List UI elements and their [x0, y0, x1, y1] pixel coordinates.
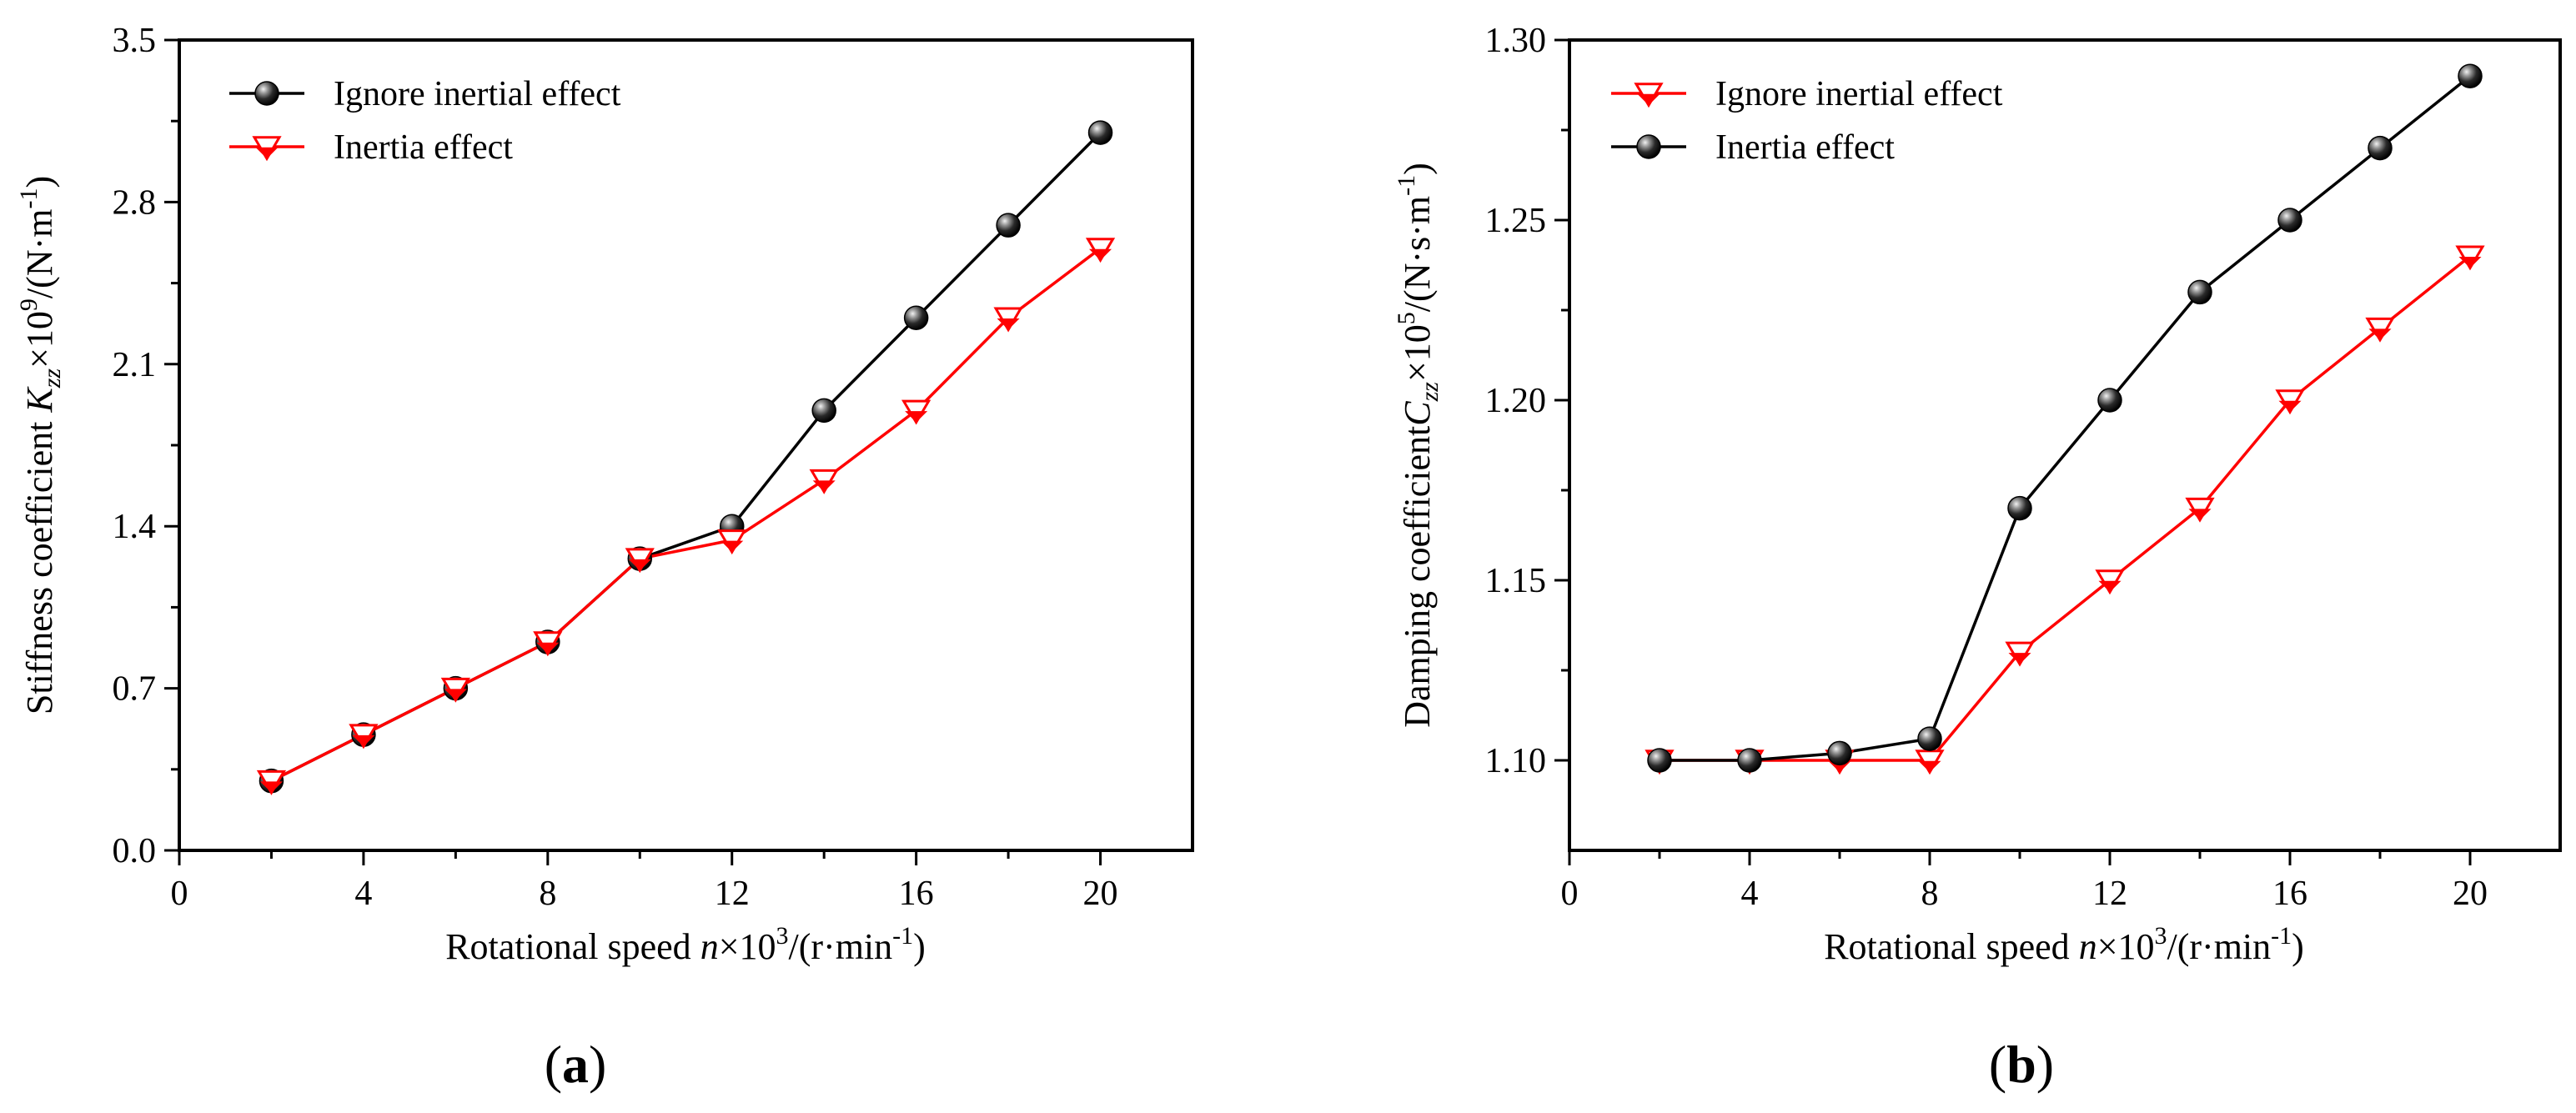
y-tick-label: 1.20 [1485, 382, 1547, 420]
plot-frame [1568, 38, 2562, 852]
legend-marker [1636, 134, 1661, 159]
y-tick-label: 1.10 [1485, 742, 1547, 780]
data-point-black [2368, 135, 2393, 161]
x-tick-label: 16 [2272, 875, 2307, 913]
data-point-red-fill [812, 480, 836, 492]
x-tick-label: 0 [1561, 875, 1579, 913]
series-line-red [1660, 254, 2472, 762]
data-point-black [1647, 748, 1672, 773]
x-tick-label: 8 [1921, 875, 1939, 913]
x-tick-label: 8 [539, 875, 556, 913]
data-point-black [2187, 279, 2212, 305]
data-point-red-fill [1089, 248, 1112, 261]
data-point-black [2458, 63, 2483, 88]
plot-frame [178, 38, 1194, 852]
y-tick-label: 3.5 [113, 22, 157, 60]
data-point-red-fill [2368, 328, 2392, 340]
panel-label: (a) [545, 1035, 607, 1094]
data-point-black [1917, 726, 1942, 751]
x-axis-title: Rotational speed n×103/(r·min-1) [1824, 922, 2304, 967]
panel-b-damping-chart: 0 4 8 12 16 20 1.10 1.15 1.20 1.25 1.30 Ignore iner… [1393, 22, 2562, 1094]
y-tick-label: 0.7 [113, 670, 157, 709]
data-point-black [1087, 120, 1113, 145]
data-point-red-fill [536, 642, 560, 654]
data-point-black [996, 213, 1021, 238]
data-point-red-fill [259, 781, 283, 793]
legend-label: Ignore inertial effect [334, 75, 621, 113]
x-tick-label: 12 [715, 875, 750, 913]
data-point-black [1827, 740, 1852, 766]
data-point-red-fill [721, 540, 744, 553]
legend-label: Inertia effect [1715, 128, 1895, 167]
legend-marker-fill [1637, 93, 1660, 106]
legend-label: Inertia effect [334, 128, 513, 167]
data-point-red-fill [352, 734, 375, 747]
data-point-red-fill [1918, 760, 1941, 773]
data-point-red-fill [444, 689, 467, 700]
x-tick-label: 4 [354, 875, 372, 913]
y-tick-label: 1.25 [1485, 202, 1547, 240]
legend-marker [254, 81, 279, 106]
panel-label: (b) [1989, 1035, 2054, 1094]
y-tick-label: 1.15 [1485, 562, 1547, 600]
data-point-red-fill [2458, 256, 2482, 268]
series-line-black [270, 131, 1102, 783]
panel-a-stiffness-chart: 0 4 8 12 16 20 0.0 0.7 1.4 2.1 2.8 3.5 Ignore inerti… [15, 22, 1194, 1094]
y-axis-title: Stiffness coefficient Kzz×109/(N·m-1) [15, 176, 66, 714]
data-point-red-fill [628, 559, 651, 571]
legend-label: Ignore inertial effect [1715, 75, 2003, 113]
y-tick-label: 2.8 [113, 183, 157, 222]
data-point-red-fill [2008, 653, 2031, 664]
data-point-red-fill [2098, 580, 2122, 593]
x-tick-label: 0 [171, 875, 188, 913]
x-tick-label: 12 [2092, 875, 2127, 913]
data-point-red-fill [2278, 400, 2302, 413]
data-point-red-fill [997, 318, 1020, 330]
legend-marker-fill [255, 147, 279, 159]
data-point-black [2277, 208, 2302, 233]
x-axis-title: Rotational speed n×103/(r·min-1) [445, 922, 926, 967]
data-point-black [2097, 388, 2122, 413]
y-tick-label: 1.30 [1485, 22, 1547, 60]
series-line-black [1660, 74, 2472, 762]
x-tick-label: 16 [899, 875, 934, 913]
y-tick-label: 0.0 [113, 832, 157, 870]
data-point-black [2007, 495, 2032, 521]
data-point-black [811, 398, 836, 424]
series-line-red [270, 247, 1102, 783]
data-point-red-fill [2188, 509, 2212, 520]
data-point-black [1737, 748, 1762, 773]
x-tick-label: 20 [2453, 875, 2488, 913]
x-tick-label: 4 [1741, 875, 1759, 913]
data-point-red-fill [905, 411, 928, 423]
x-tick-label: 20 [1083, 875, 1118, 913]
y-axis-title: Damping coefficientCzz×105/(N·s·m-1) [1393, 163, 1444, 728]
data-point-black [903, 305, 929, 331]
y-tick-label: 2.1 [113, 346, 157, 384]
y-tick-label: 1.4 [113, 508, 157, 546]
